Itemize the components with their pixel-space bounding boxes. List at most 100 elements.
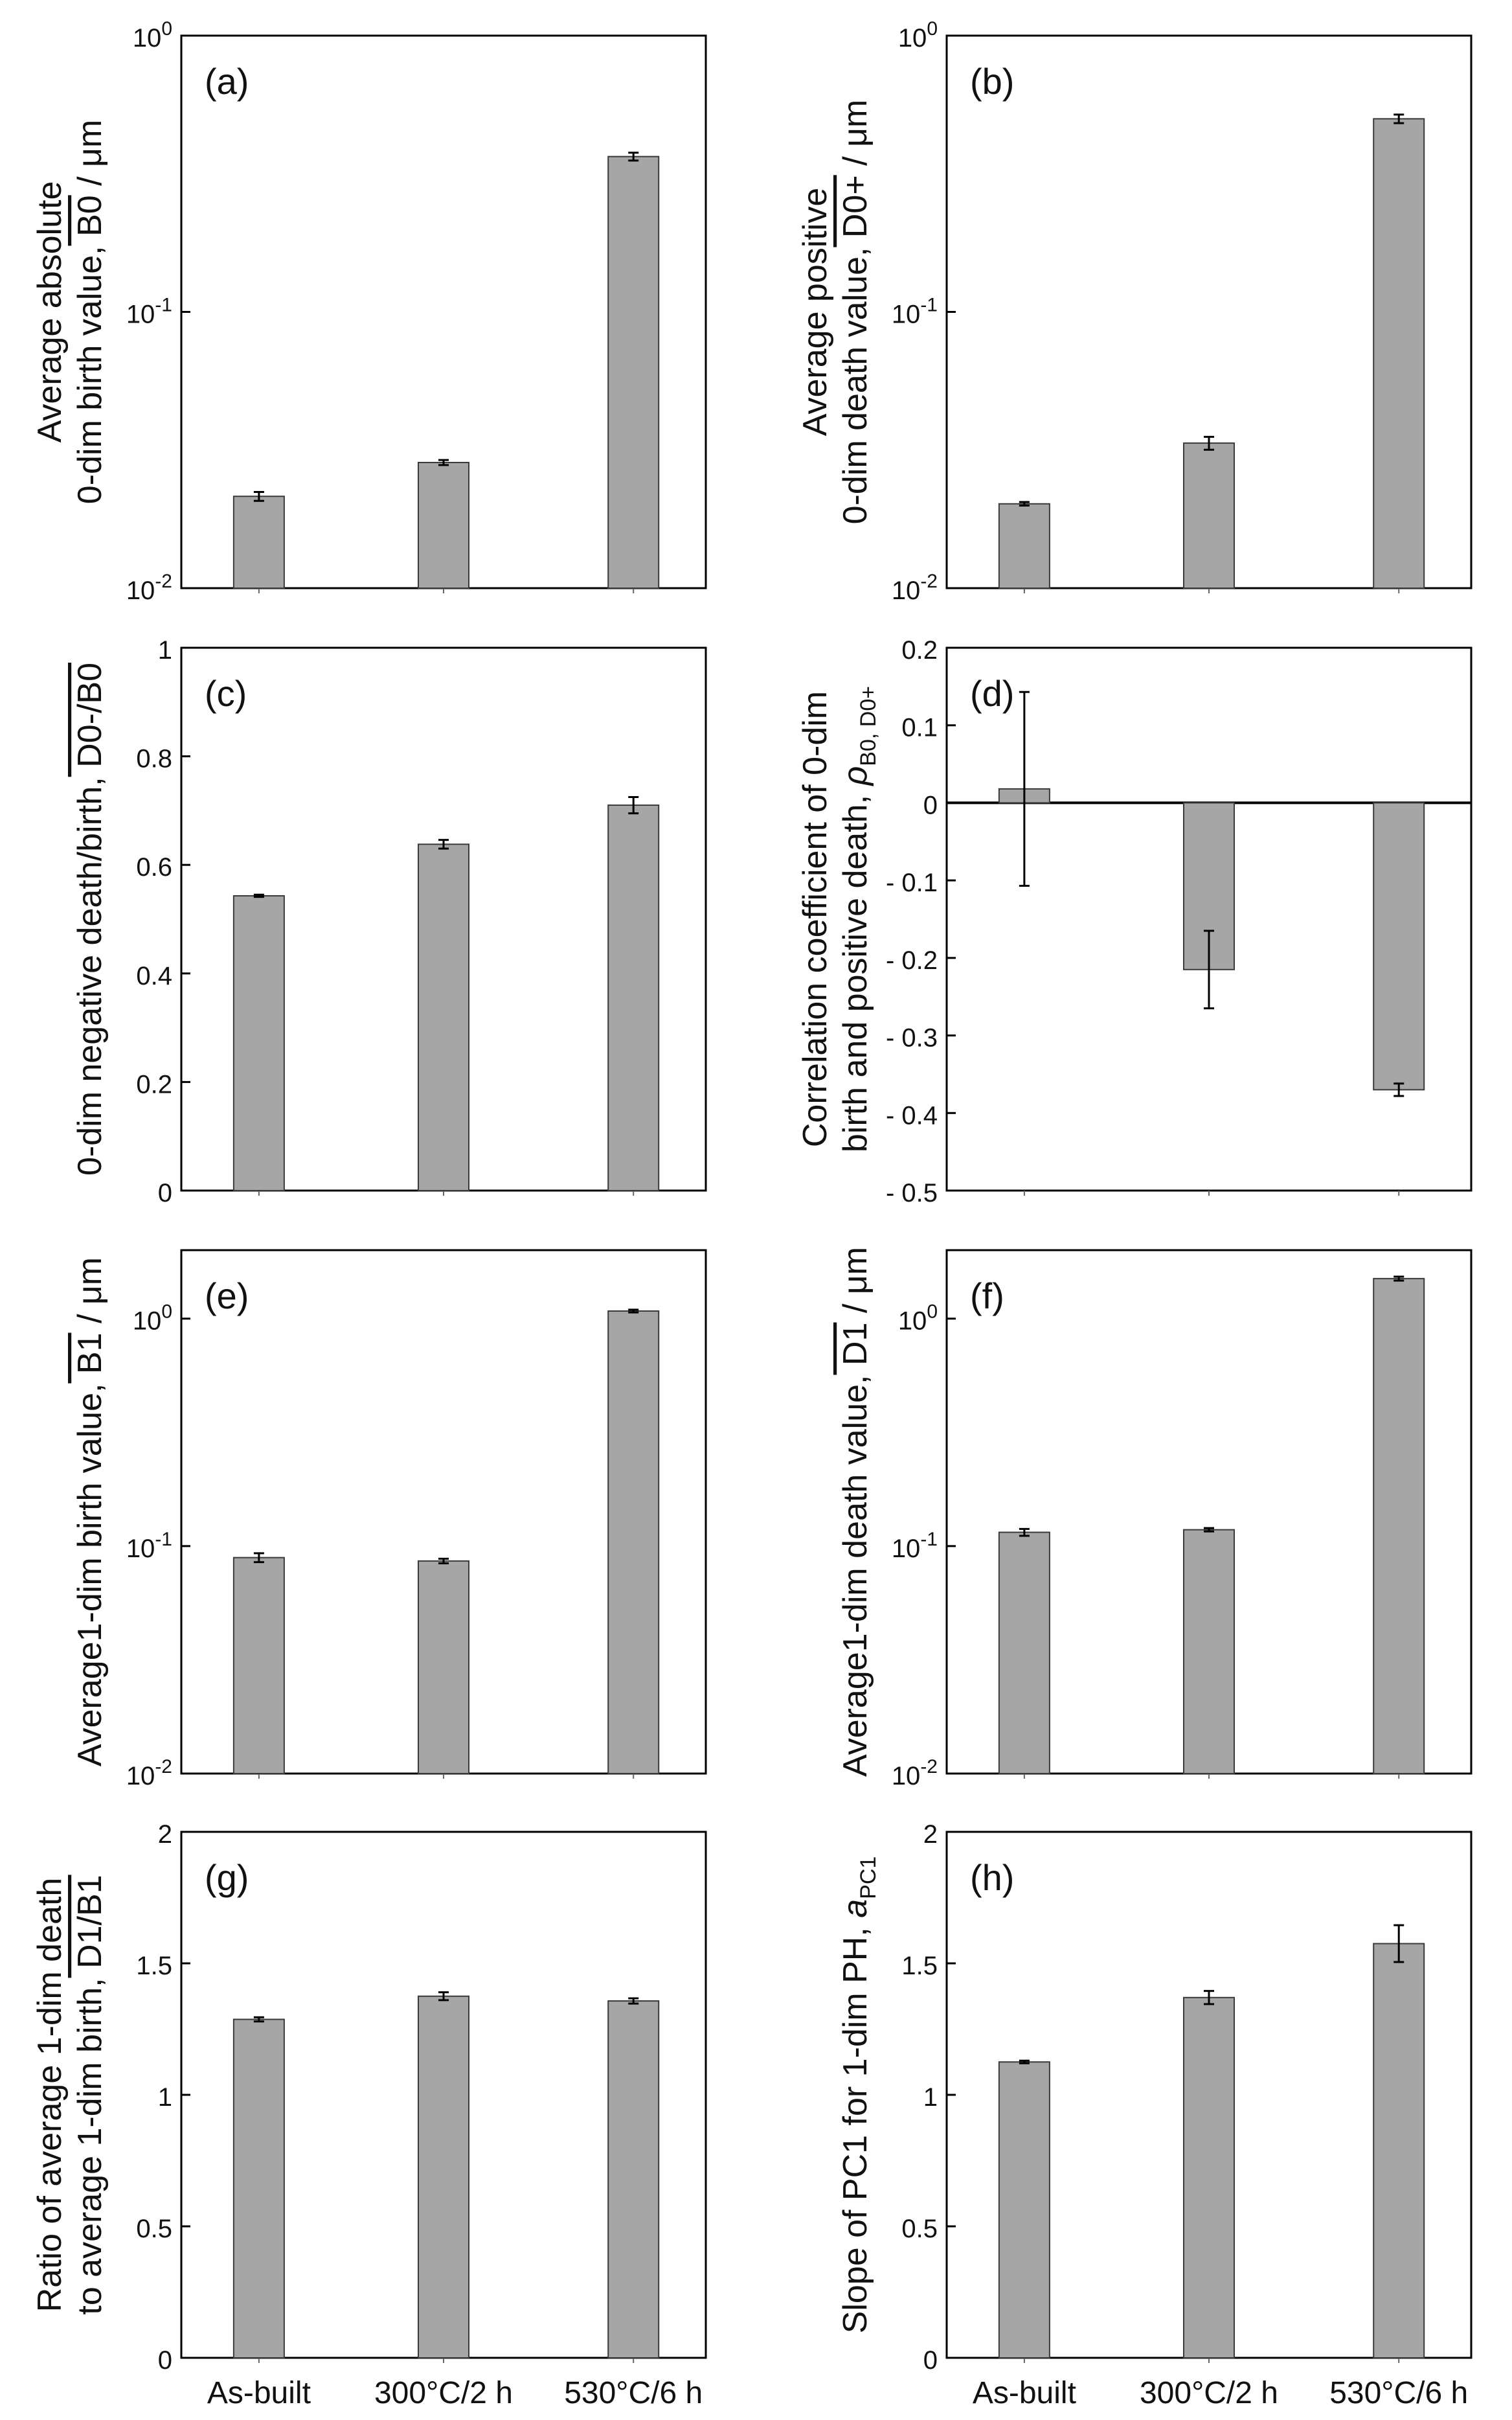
x-tick-label: As-built <box>207 2376 311 2410</box>
error-bar-f-1 <box>1019 1527 1030 1537</box>
y-label-line: birth and positive death, ρB0, D0+ <box>837 686 881 1152</box>
y-label-line: Average1-dim birth value, B1 / μm <box>71 1257 109 1766</box>
error-bar-e-3 <box>628 1308 639 1314</box>
y-tick-label: 0.8 <box>136 745 172 773</box>
error-bar-b-3 <box>1394 113 1405 124</box>
y-tick-label: 0.1 <box>901 714 938 742</box>
panel-label: (b) <box>970 61 1014 102</box>
y-tick-label: 0 <box>158 1179 172 1207</box>
bar-h-1 <box>998 2061 1050 2358</box>
y-axis-label: Slope of PC1 for 1-dim PH, aPC1 <box>837 1856 881 2334</box>
x-tick-label: 530°C/6 h <box>564 2376 703 2410</box>
panel-a: 10-2 10-1 100 (a) Average absolute 0-dim birt… <box>31 18 707 605</box>
y-tick-label: - 0.2 <box>886 946 938 975</box>
bar-b-1 <box>998 503 1050 589</box>
panel-e: 10-2 10-1 100 (e) Average1-dim birth value, … <box>71 1249 707 1790</box>
bar-d-3 <box>1373 802 1425 1091</box>
panel-label: (h) <box>970 1857 1014 1898</box>
bar-g-1 <box>232 2018 285 2358</box>
panel-b: 10-2 10-1 100 (b) Average positive 0-dim deat… <box>796 18 1473 605</box>
y-tick-label: 0.6 <box>136 853 172 882</box>
bar-c-1 <box>232 895 285 1191</box>
bar-c-2 <box>418 843 469 1191</box>
y-tick-label: 0.2 <box>136 1070 172 1099</box>
y-axis-label: Correlation coefficient of 0-dim birth an… <box>796 686 881 1152</box>
y-tick-label: 2 <box>923 1820 938 1849</box>
y-axis-label: Ratio of average 1-dim death to average 1… <box>31 1875 109 2314</box>
error-bar-a-1 <box>253 490 264 502</box>
y-label-line: Ratio of average 1-dim death <box>31 1878 69 2312</box>
y-tick-label: 100 <box>898 18 938 52</box>
bar-b-2 <box>1183 442 1235 589</box>
bar-a-3 <box>607 155 660 589</box>
y-axis-label: Average positive 0-dim death value, D0+ /… <box>796 100 874 525</box>
error-bar-g-2 <box>438 1991 449 2002</box>
bar-e-2 <box>418 1560 469 1774</box>
error-bar-f-3 <box>1394 1275 1405 1282</box>
y-tick-label: - 0.3 <box>886 1024 938 1053</box>
bar-c-3 <box>607 805 660 1191</box>
y-tick-label: 10-2 <box>126 1756 172 1790</box>
bar-g-3 <box>607 2000 660 2359</box>
y-tick-label: 0.5 <box>136 2215 172 2243</box>
panel-h: 0 0.5 1 1.5 2 (h) Slope of PC1 for 1-dim PH, a… <box>837 1820 1473 2410</box>
error-bar-d-2 <box>1204 930 1214 1010</box>
error-bar-e-2 <box>438 1557 449 1564</box>
panel-label: (g) <box>205 1857 249 1898</box>
y-label-line: Slope of PC1 for 1-dim PH, aPC1 <box>837 1856 881 2334</box>
error-bar-a-2 <box>438 459 449 466</box>
panel-c: 0 0.2 0.4 0.6 0.8 1 (c) 0-dim negative death/bi… <box>71 636 707 1207</box>
y-label-line: 0-dim death value, D0+ / μm <box>837 100 874 525</box>
error-bar-d-3 <box>1394 1082 1405 1097</box>
bar-a-2 <box>418 462 469 589</box>
error-bar-g-1 <box>253 2016 264 2023</box>
y-tick-label: - 0.1 <box>886 869 938 897</box>
error-bar-h-2 <box>1204 1990 1214 2005</box>
bar-f-1 <box>998 1531 1050 1775</box>
bar-f-3 <box>1373 1277 1425 1774</box>
x-tick-label: 300°C/2 h <box>1140 2376 1278 2410</box>
y-tick-label: 10-2 <box>126 571 172 605</box>
y-axis-label: Average absolute 0-dim birth value, B0 / … <box>31 120 109 505</box>
y-tick-label: 1 <box>923 2083 938 2112</box>
error-bar-a-3 <box>628 152 639 162</box>
y-tick-label: 0 <box>923 791 938 819</box>
x-tick-label: 530°C/6 h <box>1329 2376 1468 2410</box>
y-tick-label: 100 <box>133 18 172 52</box>
bar-f-2 <box>1183 1529 1235 1775</box>
y-label-line: Average positive <box>796 188 834 437</box>
y-axis-label: 0-dim negative death/birth, D0-/B0 <box>71 663 109 1176</box>
y-tick-label: 0 <box>158 2346 172 2375</box>
error-bar-d-1 <box>1019 691 1030 887</box>
bar-e-3 <box>607 1310 660 1774</box>
error-bar-c-2 <box>438 839 449 850</box>
y-axis-label: Average1-dim birth value, B1 / μm <box>71 1257 109 1766</box>
panel-label: (a) <box>205 61 249 102</box>
error-bar-f-2 <box>1204 1527 1214 1533</box>
error-bar-e-1 <box>253 1552 264 1564</box>
y-tick-label: 1.5 <box>136 1952 172 1980</box>
y-tick-label: 100 <box>898 1301 938 1336</box>
y-tick-label: - 0.4 <box>886 1101 938 1130</box>
y-label-line: 0-dim birth value, B0 / μm <box>71 120 109 505</box>
y-tick-label: 10-1 <box>126 295 172 329</box>
y-tick-label: 10-1 <box>126 1529 172 1563</box>
panel-label: (d) <box>970 673 1014 714</box>
error-bar-h-1 <box>1019 2059 1030 2064</box>
error-bar-g-3 <box>628 1997 639 2005</box>
bar-h-2 <box>1183 1996 1235 2358</box>
error-bar-c-3 <box>628 795 639 815</box>
error-bar-h-3 <box>1394 1924 1405 1963</box>
x-tick-label: As-built <box>973 2376 1076 2410</box>
y-label-line: to average 1-dim birth, D1/B1 <box>71 1875 109 2314</box>
x-tick-label: 300°C/2 h <box>374 2376 513 2410</box>
bar-g-2 <box>418 1995 469 2358</box>
y-tick-label: 10-2 <box>892 1756 938 1790</box>
y-tick-label: 1 <box>158 636 172 665</box>
panel-label: (c) <box>205 673 247 714</box>
panel-label: (f) <box>970 1275 1004 1316</box>
y-tick-label: 10-2 <box>892 571 938 605</box>
panel-label: (e) <box>205 1275 249 1316</box>
bar-h-3 <box>1373 1943 1425 2359</box>
